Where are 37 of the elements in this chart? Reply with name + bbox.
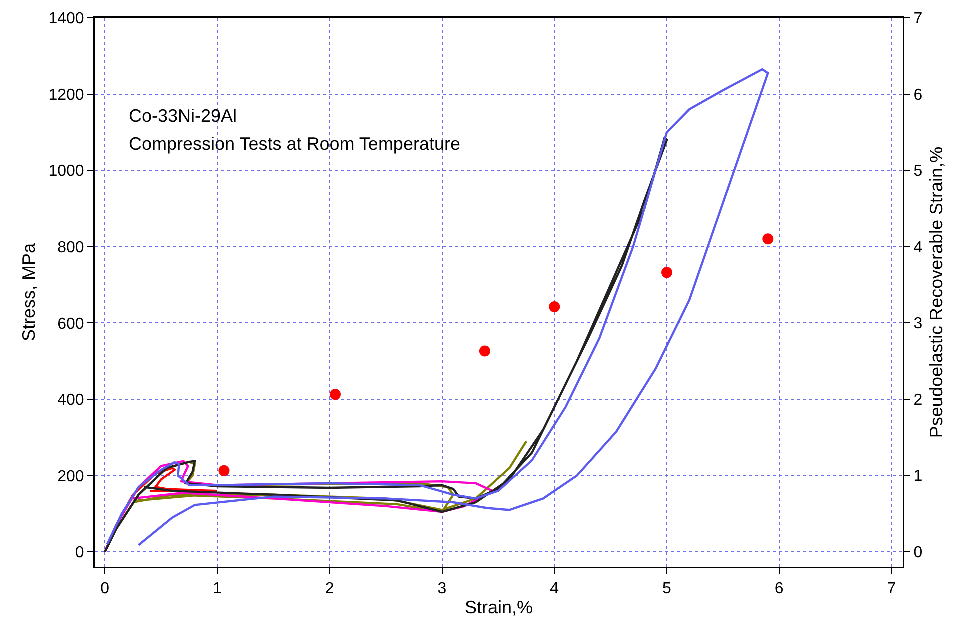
point [218, 465, 230, 476]
y2-tick-label: 7 [914, 10, 923, 28]
point [762, 234, 774, 245]
y-tick-label: 0 [75, 544, 84, 562]
line-series [106, 68, 770, 546]
x-tick-label: 1 [213, 580, 222, 598]
y-tick-label: 1400 [48, 10, 84, 28]
y-tick-label: 800 [58, 240, 84, 257]
line-series [104, 137, 668, 554]
y-axis-title: Stress, MPa [19, 242, 40, 342]
annotation: Compression Tests at Room Temperature [129, 134, 460, 154]
point [662, 267, 673, 278]
y2-tick-label: 5 [914, 163, 923, 180]
y-tick-label: 400 [58, 392, 84, 410]
y2-tick-label: 2 [914, 392, 923, 409]
y-tick-label: 200 [58, 468, 84, 486]
x-tick-label: 3 [438, 580, 447, 598]
point [479, 346, 490, 357]
y2-tick-label: 0 [914, 544, 923, 562]
point [549, 301, 560, 312]
y2-tick-label: 1 [914, 468, 923, 486]
x-tick-label: 6 [774, 580, 784, 598]
x-tick-label: 5 [662, 580, 672, 598]
y-tick-label: 600 [58, 316, 84, 333]
x-axis-title: Strain,% [464, 598, 534, 618]
y-tick-label: 1200 [48, 86, 84, 104]
x-tick-label: 0 [100, 580, 110, 598]
y-tick-label: 1000 [48, 163, 84, 180]
x-tick-label: 7 [887, 580, 896, 598]
x-tick-label: 2 [325, 580, 334, 598]
annotation: Co-33Ni-29Al [129, 106, 238, 126]
x-tick-label: 4 [550, 580, 560, 598]
y2-axis-title: Pseudoelastic Recoverable Strain,% [926, 146, 947, 438]
point [330, 389, 341, 400]
y2-tick-label: 6 [914, 86, 923, 104]
y2-tick-label: 3 [914, 316, 923, 333]
y2-tick-label: 4 [914, 239, 923, 256]
